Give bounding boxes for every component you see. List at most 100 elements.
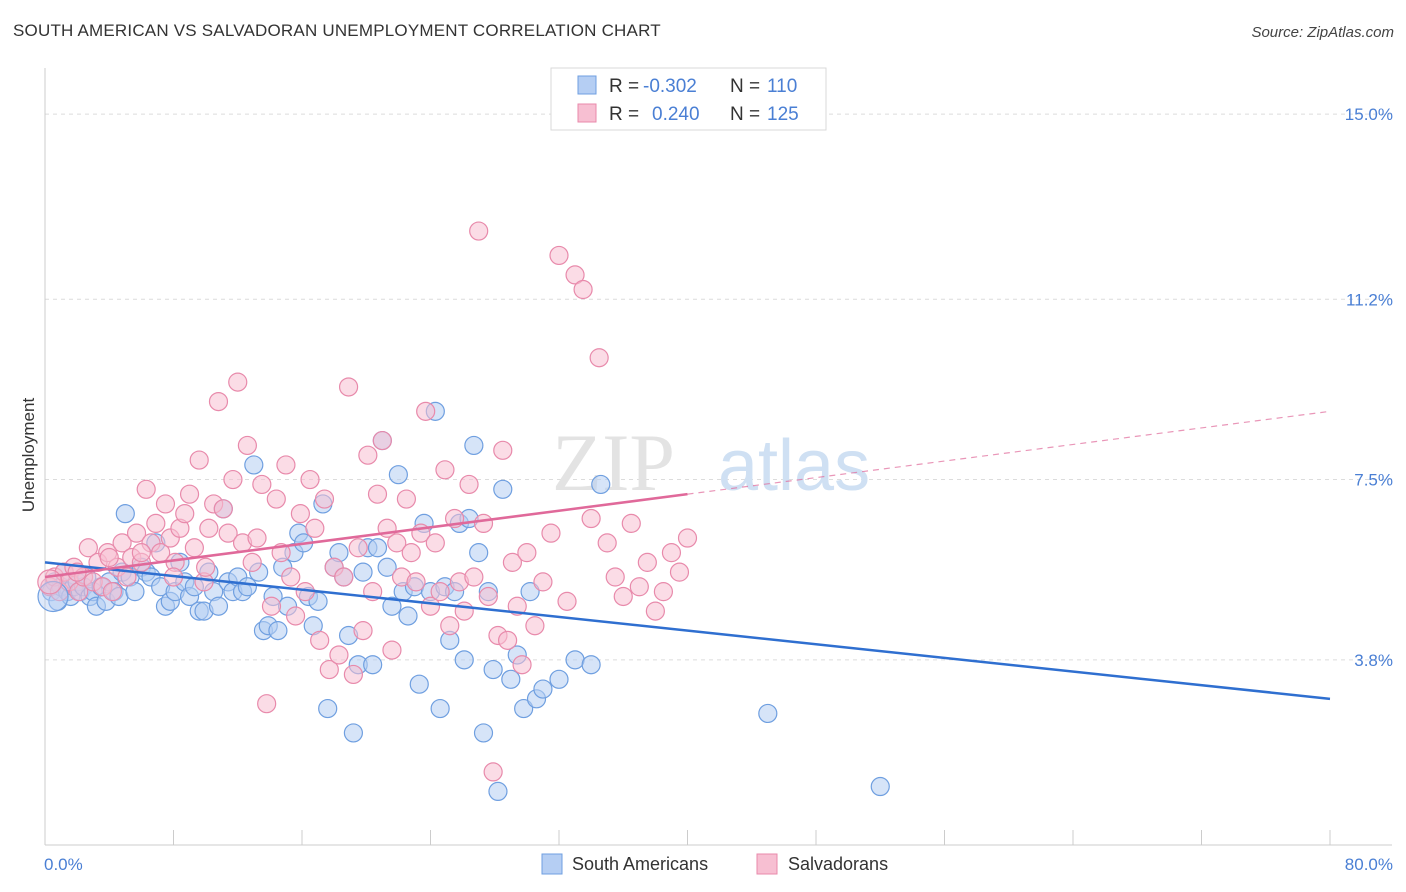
- point-salvadorans: [517, 543, 537, 563]
- point-salvadorans: [581, 508, 601, 529]
- trend-lines: [44, 410, 1331, 701]
- point-south-americans: [549, 669, 569, 689]
- y-tick-label: 11.2%: [1346, 290, 1393, 309]
- point-salvadorans: [573, 279, 593, 300]
- point-south-americans: [581, 655, 601, 675]
- point-salvadorans: [196, 557, 216, 577]
- point-salvadorans: [319, 659, 339, 680]
- point-salvadorans: [430, 582, 450, 602]
- point-salvadorans: [247, 528, 267, 548]
- point-south-americans: [388, 465, 408, 485]
- point-south-americans: [493, 479, 513, 499]
- point-south-americans: [363, 655, 383, 675]
- point-south-americans: [125, 582, 145, 602]
- point-south-americans: [483, 659, 503, 680]
- stats-box: R = -0.302 N = 110 R = 0.240 N = 125: [550, 67, 827, 131]
- point-south-americans: [382, 596, 402, 616]
- stats-n-value-1: 110: [767, 76, 797, 97]
- point-salvadorans: [459, 474, 479, 495]
- watermark-zip: ZIP: [552, 417, 675, 508]
- point-salvadorans: [406, 572, 426, 592]
- point-salvadorans: [629, 577, 649, 597]
- point-salvadorans: [314, 489, 335, 509]
- y-tick-label: 15.0%: [1345, 105, 1393, 124]
- point-salvadorans: [621, 513, 641, 534]
- point-south-americans: [591, 474, 611, 495]
- point-south-americans: [514, 698, 534, 719]
- point-salvadorans: [228, 372, 248, 392]
- stats-r-value-2: 0.240: [652, 104, 700, 125]
- point-south-americans: [758, 703, 778, 724]
- point-salvadorans: [237, 435, 257, 456]
- chart-source: Source: ZipAtlas.com: [1251, 24, 1394, 41]
- stats-r-label-1: R =: [609, 76, 639, 97]
- point-salvadorans: [112, 533, 132, 553]
- trend-line-salvadorans-extension: [687, 410, 1331, 495]
- point-salvadorans: [473, 513, 494, 534]
- point-south-americans: [430, 698, 450, 719]
- point-salvadorans: [353, 621, 373, 641]
- point-salvadorans: [99, 547, 119, 568]
- trend-line-south-americans: [44, 561, 1331, 701]
- point-salvadorans: [637, 552, 657, 572]
- point-salvadorans: [179, 484, 200, 504]
- point-south-americans: [398, 606, 418, 626]
- point-salvadorans: [276, 455, 296, 475]
- point-salvadorans: [300, 469, 320, 490]
- stats-n-label-1: N =: [730, 76, 760, 97]
- point-salvadorans: [242, 552, 262, 572]
- point-salvadorans: [343, 664, 363, 685]
- point-salvadorans: [175, 504, 195, 524]
- point-south-americans: [115, 504, 135, 524]
- chart-title: SOUTH AMERICAN VS SALVADORAN UNEMPLOYMEN…: [13, 21, 661, 40]
- point-south-americans: [343, 723, 363, 743]
- point-salvadorans: [483, 762, 503, 782]
- point-south-americans: [318, 698, 338, 719]
- point-salvadorans: [266, 489, 286, 509]
- point-salvadorans: [155, 494, 176, 514]
- point-south-americans: [353, 562, 373, 582]
- point-salvadorans: [557, 591, 577, 611]
- point-salvadorans: [533, 572, 553, 592]
- point-salvadorans: [498, 630, 518, 650]
- point-salvadorans: [382, 640, 402, 660]
- point-salvadorans: [478, 586, 498, 607]
- point-south-americans: [244, 455, 264, 475]
- point-south-americans: [37, 580, 69, 613]
- point-south-americans: [473, 723, 494, 743]
- point-salvadorans: [597, 533, 617, 553]
- point-south-americans: [268, 621, 288, 641]
- point-salvadorans: [146, 513, 166, 534]
- point-salvadorans: [136, 479, 156, 499]
- trend-line-salvadorans: [44, 492, 688, 579]
- point-salvadorans: [208, 391, 229, 412]
- point-salvadorans: [549, 245, 569, 266]
- axes: [44, 68, 1392, 846]
- point-south-americans: [488, 781, 508, 802]
- point-salvadorans: [334, 567, 354, 587]
- tick-labels: 3.8% 7.5% 11.2% 15.0% 0.0% 80.0%: [44, 105, 1393, 874]
- point-salvadorans: [338, 377, 359, 397]
- point-south-americans: [565, 650, 585, 670]
- point-salvadorans: [440, 616, 460, 636]
- point-salvadorans: [102, 582, 123, 602]
- point-south-americans: [409, 674, 429, 694]
- point-salvadorans: [454, 601, 474, 621]
- point-salvadorans: [661, 543, 682, 563]
- point-salvadorans: [189, 450, 209, 470]
- point-south-americans: [367, 538, 388, 558]
- point-salvadorans: [502, 552, 523, 572]
- point-south-americans: [520, 582, 540, 602]
- legend-swatch-south-americans: [541, 853, 563, 875]
- point-salvadorans: [645, 601, 665, 621]
- point-salvadorans: [653, 582, 674, 602]
- point-south-americans: [464, 435, 484, 456]
- point-salvadorans: [669, 562, 690, 582]
- point-south-americans: [533, 679, 553, 699]
- watermark-atlas: atlas: [718, 426, 870, 506]
- point-south-americans: [501, 669, 521, 689]
- point-salvadorans: [37, 569, 63, 595]
- point-south-americans: [208, 596, 229, 616]
- point-south-americans: [377, 557, 397, 577]
